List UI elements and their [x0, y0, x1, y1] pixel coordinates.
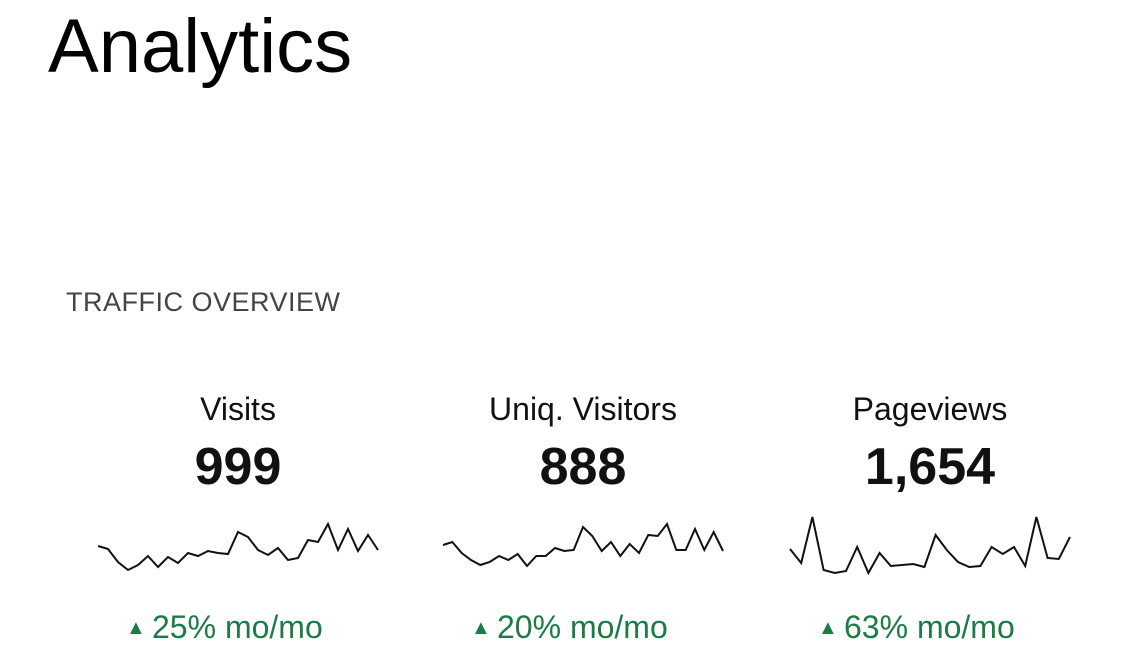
metric-value: 888	[540, 438, 627, 496]
metric-label: Uniq. Visitors	[489, 391, 677, 427]
metric-change: 25% mo/mo	[152, 609, 323, 645]
metric-value: 1,654	[865, 438, 995, 496]
sparkline	[789, 516, 1071, 576]
page-title: Analytics	[48, 4, 352, 89]
trend-up-icon: ▲	[818, 617, 838, 639]
metric-change: 63% mo/mo	[844, 609, 1015, 645]
sparkline	[97, 521, 379, 572]
metric-value: 999	[195, 438, 282, 496]
metric-label: Pageviews	[853, 391, 1008, 427]
trend-up-icon: ▲	[471, 617, 491, 639]
metric-label: Visits	[200, 391, 276, 427]
trend-up-icon: ▲	[126, 617, 146, 639]
section-title: TRAFFIC OVERVIEW	[66, 287, 341, 317]
metric-change: 20% mo/mo	[497, 609, 668, 645]
sparkline	[442, 521, 724, 568]
